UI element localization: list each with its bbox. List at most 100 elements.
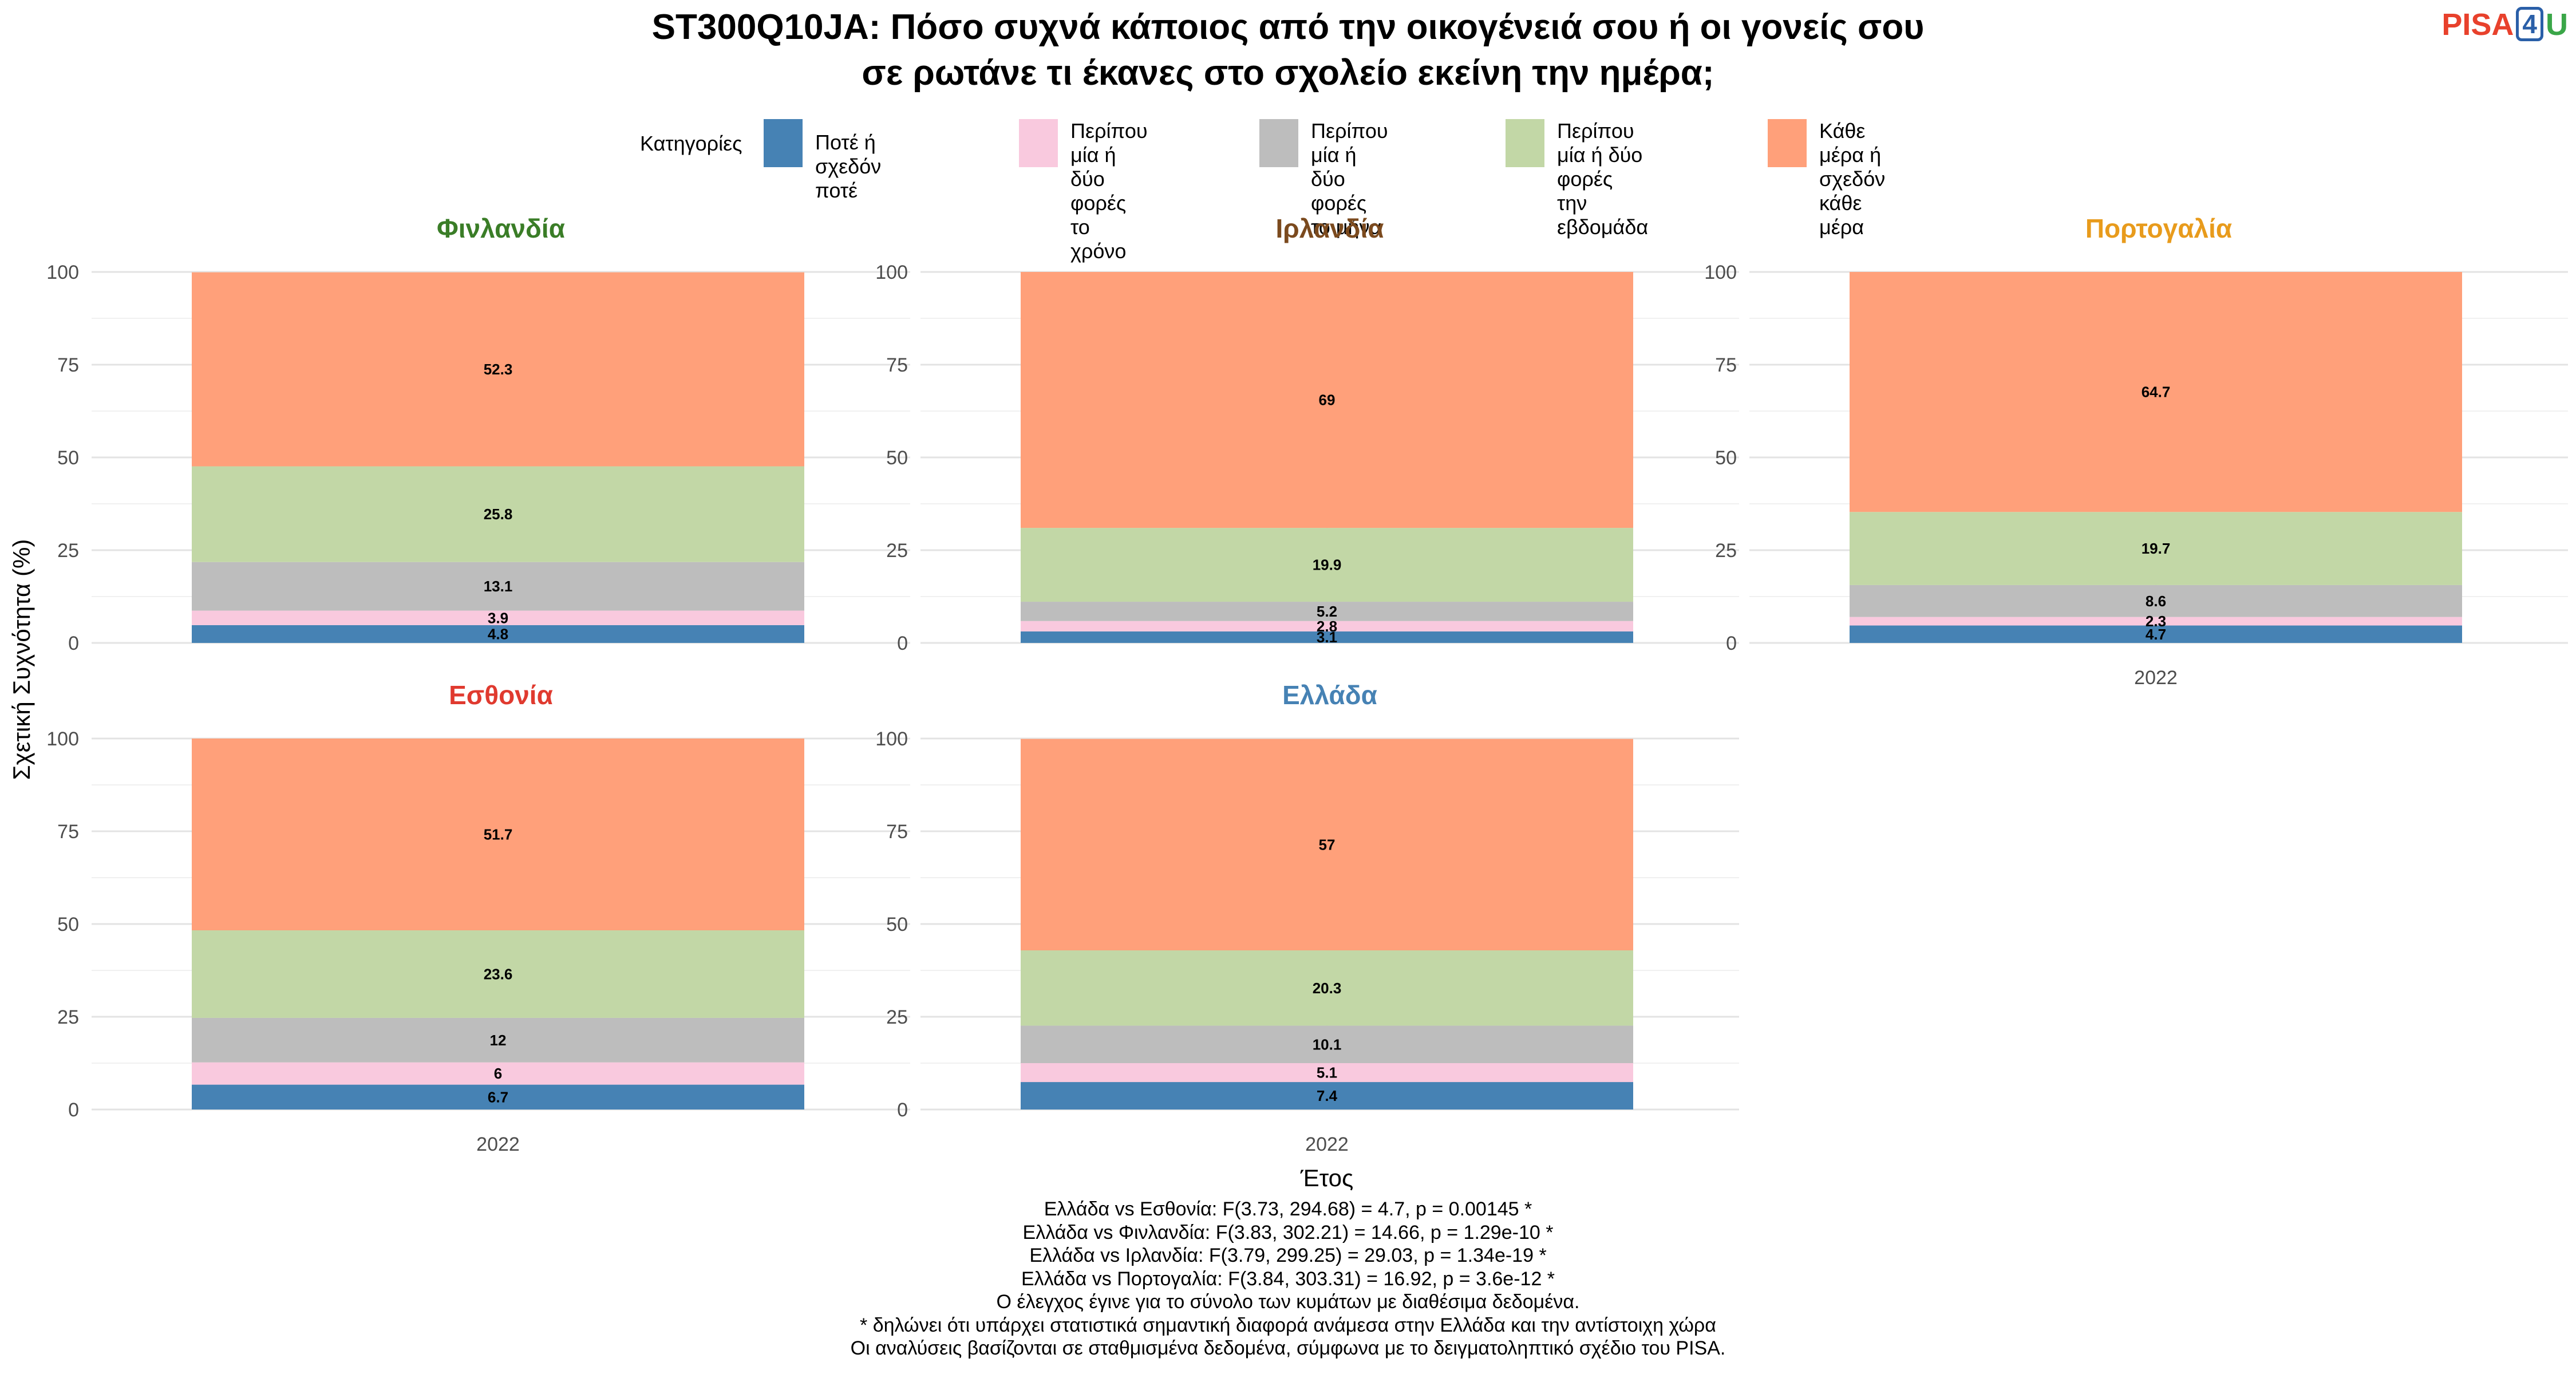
chart-title: ST300Q10JA: Πόσο συχνά κάποιος από την ο… — [0, 5, 2576, 96]
x-tick-label: 2022 — [1305, 1134, 1349, 1155]
data-label: 23.6 — [484, 965, 513, 982]
legend-title: Κατηγορίες — [640, 132, 742, 155]
logo-part-4: 4 — [2516, 7, 2543, 41]
x-axis-label: Έτος — [1300, 1164, 1354, 1191]
y-tick-label: 75 — [886, 354, 908, 376]
y-tick-label: 75 — [57, 354, 79, 376]
panel-title: Πορτογαλία — [2085, 214, 2232, 243]
data-label: 5.1 — [1317, 1064, 1337, 1081]
data-label: 2.3 — [2146, 613, 2166, 630]
bar-segment-5 — [1850, 272, 2462, 512]
panel-1: 0 25 50 75 100 3.12.85.2 19.9 69 Ιρλανδία — [875, 214, 1739, 654]
bar-segment-4 — [192, 930, 804, 1018]
bar-segment-4 — [1021, 528, 1633, 602]
data-label: 25.8 — [484, 506, 513, 523]
y-tick-label: 0 — [68, 1099, 79, 1121]
y-tick-label: 50 — [886, 914, 908, 935]
bar-segment-1 — [192, 625, 804, 643]
data-label: 69 — [1319, 392, 1336, 409]
y-tick-label: 100 — [875, 262, 908, 283]
bar-segment-2 — [1021, 1063, 1633, 1083]
y-tick-label: 100 — [875, 728, 908, 750]
bar-segment-3 — [192, 1017, 804, 1063]
bar-segment-5 — [192, 739, 804, 931]
y-tick-label: 50 — [57, 914, 79, 935]
bar-segment-5 — [192, 272, 804, 467]
data-label: 4.8 — [488, 625, 508, 642]
y-tick-label: 100 — [46, 262, 79, 283]
bar-segment-5 — [1021, 272, 1633, 528]
data-label: 7.4 — [1317, 1087, 1338, 1104]
legend-swatch-yearly — [1019, 119, 1058, 167]
bar-segment-4 — [1850, 512, 2462, 585]
y-tick-label: 0 — [68, 633, 79, 654]
y-axis-label: Σχετική Συχνότητα (%) — [8, 539, 35, 780]
y-tick-label: 75 — [1715, 354, 1737, 376]
bar-segment-4 — [1021, 950, 1633, 1026]
y-tick-label: 25 — [886, 1006, 908, 1028]
bar-segment-3 — [1850, 585, 2462, 617]
x-tick-label: 2022 — [2134, 667, 2178, 689]
y-tick-label: 75 — [57, 821, 79, 843]
panel-title: Φινλανδία — [437, 214, 565, 243]
data-label: 64.7 — [2142, 384, 2171, 401]
y-tick-label: 25 — [57, 1006, 79, 1028]
legend-label-never: Ποτέ ή σχεδόν ποτέ — [815, 131, 882, 202]
legend: Κατηγορίες Ποτέ ή σχεδόν ποτέ Περίπου μί… — [0, 114, 2576, 263]
legend-label-weekly: Περίπου μία ή δύο φορές την εβδομάδα — [1557, 119, 1649, 239]
y-tick-label: 25 — [886, 540, 908, 562]
data-label: 12 — [490, 1032, 507, 1049]
bar-segment-2 — [192, 1062, 804, 1085]
legend-swatch-never — [764, 119, 803, 167]
data-label: 57 — [1319, 836, 1336, 853]
legend-label-monthly: Περίπου μία ή δύο φορές το μήνα — [1311, 119, 1388, 239]
caption-line-4: Ελλάδα vs Πορτογαλία: F(3.84, 303.31) = … — [1021, 1268, 1555, 1290]
bar-segment-1 — [1021, 1082, 1633, 1110]
bar-segment-3 — [1021, 1025, 1633, 1063]
caption-line-6: * δηλώνει ότι υπάρχει στατιστικά σημαντι… — [860, 1314, 1716, 1336]
bar-segment-4 — [192, 466, 804, 562]
bar-segment-2 — [1021, 621, 1633, 631]
y-tick-label: 100 — [1704, 262, 1737, 283]
data-label: 5.2 — [1317, 603, 1337, 620]
data-label: 6.7 — [488, 1088, 508, 1105]
data-label: 3.1 — [1317, 629, 1337, 646]
pisa4u-logo: PISA 4 U — [2441, 7, 2568, 42]
data-label: 8.6 — [2146, 593, 2166, 610]
y-tick-label: 50 — [1715, 447, 1737, 469]
data-label: 10.1 — [1313, 1036, 1342, 1053]
data-label: 19.7 — [2142, 540, 2171, 557]
bar-segment-1 — [192, 1084, 804, 1110]
x-tick-label: 2022 — [476, 1134, 520, 1155]
panel-title: Εσθονία — [449, 680, 553, 710]
y-tick-label: 75 — [886, 821, 908, 843]
legend-swatch-monthly — [1259, 119, 1298, 167]
bar-segment-2 — [192, 610, 804, 625]
data-label: 3.9 — [488, 609, 508, 626]
bar-segment-3 — [192, 562, 804, 611]
y-tick-label: 0 — [897, 633, 908, 654]
chart-title-line-1: ST300Q10JA: Πόσο συχνά κάποιος από την ο… — [651, 7, 1925, 47]
y-tick-label: 0 — [1726, 633, 1737, 654]
caption-line-1: Ελλάδα vs Εσθονία: F(3.73, 294.68) = 4.7… — [1044, 1198, 1532, 1220]
legend-label-yearly: Περίπου μία ή δύο φορές το χρόνο — [1070, 119, 1148, 263]
y-tick-label: 0 — [897, 1099, 908, 1121]
y-tick-label: 25 — [57, 540, 79, 562]
y-tick-label: 50 — [57, 447, 79, 469]
data-label: 4.7 — [2146, 626, 2166, 643]
legend-label-daily: Κάθε μέρα ή σχεδόν κάθε μέρα — [1819, 119, 1886, 239]
bar-segment-1 — [1021, 631, 1633, 643]
legend-swatch-daily — [1768, 119, 1807, 167]
y-tick-label: 100 — [46, 728, 79, 750]
logo-part-pisa: PISA — [2441, 7, 2514, 42]
data-label: 13.1 — [484, 578, 513, 595]
data-label: 19.9 — [1313, 556, 1342, 574]
chart-title-line-2: σε ρωτάνε τι έκανες στο σχολείο εκείνη τ… — [862, 53, 1714, 93]
caption-line-3: Ελλάδα vs Ιρλανδία: F(3.79, 299.25) = 29… — [1029, 1245, 1547, 1266]
data-label: 20.3 — [1313, 980, 1342, 997]
data-label: 2.8 — [1317, 618, 1337, 635]
panel-2: 0 25 50 75 100 4.72.3 8.6 19.7 64.7 Πορτογαλία 202… — [1704, 214, 2568, 689]
caption-line-2: Ελλάδα vs Φινλανδία: F(3.83, 302.21) = 1… — [1022, 1221, 1554, 1243]
bar-segment-2 — [1850, 617, 2462, 626]
